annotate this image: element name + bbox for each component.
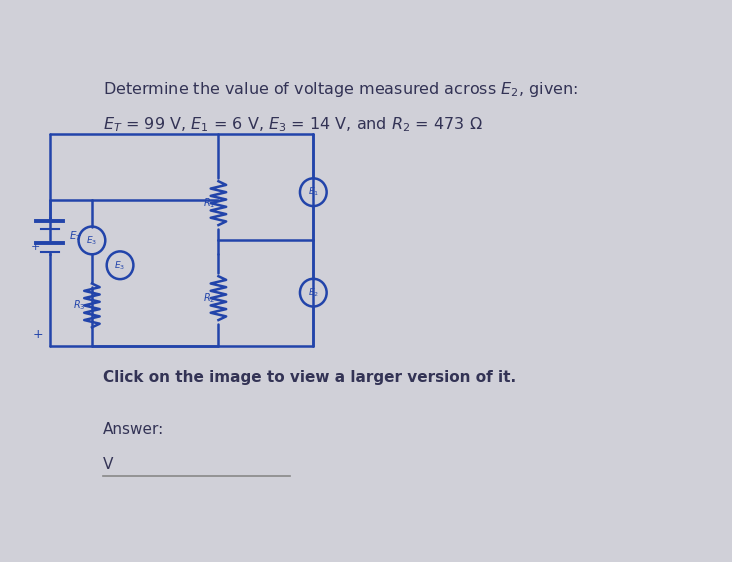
- Text: $E_2$: $E_2$: [307, 287, 319, 299]
- Text: +: +: [31, 242, 40, 252]
- Text: $E_T$ = 99 V, $E_1$ = 6 V, $E_3$ = 14 V, and $R_2$ = 473 Ω: $E_T$ = 99 V, $E_1$ = 6 V, $E_3$ = 14 V,…: [102, 115, 482, 134]
- Text: $E_1$: $E_1$: [307, 186, 319, 198]
- Text: +: +: [32, 328, 43, 341]
- Text: $E_3$: $E_3$: [114, 259, 126, 271]
- Text: $R_3$: $R_3$: [72, 298, 85, 312]
- Text: $E_3$: $E_3$: [86, 234, 97, 247]
- Text: Answer:: Answer:: [102, 422, 164, 437]
- Text: $R_2$: $R_2$: [203, 291, 215, 305]
- Text: Click on the image to view a larger version of it.: Click on the image to view a larger vers…: [102, 370, 516, 386]
- Text: $E_T$: $E_T$: [69, 229, 83, 243]
- Text: V: V: [102, 457, 113, 472]
- Text: Determine the value of voltage measured across $E_2$, given:: Determine the value of voltage measured …: [102, 80, 578, 99]
- Text: $R_1$: $R_1$: [203, 196, 215, 210]
